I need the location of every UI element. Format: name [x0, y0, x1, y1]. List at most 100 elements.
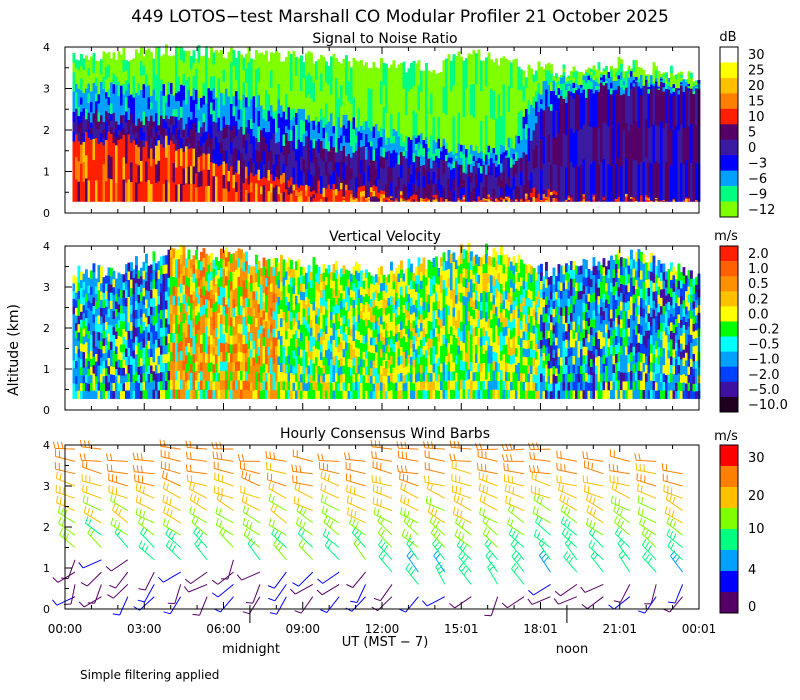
snr-cell: [250, 85, 253, 100]
vv-cell: [107, 390, 111, 399]
snr-cell: [350, 168, 353, 180]
y-tick-label: 2: [43, 124, 50, 137]
snr-cell: [405, 93, 408, 115]
snr-cell: [370, 135, 373, 142]
snr-cell: [672, 75, 676, 79]
vv-cell: [317, 291, 321, 301]
vv-cell: [102, 292, 106, 301]
vv-cell: [200, 389, 203, 399]
snr-cell: [202, 142, 206, 154]
snr-cell: [582, 193, 586, 197]
snr-cell: [172, 55, 176, 70]
vv-cell: [155, 263, 158, 273]
snr-cell: [695, 87, 698, 126]
vv-cell: [305, 304, 308, 313]
snr-cell: [145, 74, 148, 87]
vv-cell: [280, 326, 283, 337]
snr-cell: [285, 188, 288, 196]
vv-cell: [117, 280, 121, 289]
snr-cell: [287, 187, 291, 195]
vv-cell: [242, 316, 246, 326]
vv-cell: [375, 351, 378, 361]
vv-cell: [215, 336, 218, 346]
snr-cell: [345, 94, 348, 115]
vv-cell: [82, 375, 86, 384]
snr-cell: [585, 75, 588, 84]
snr-cell: [530, 188, 533, 193]
vv-cell: [330, 295, 333, 305]
snr-cell: [542, 90, 546, 101]
snr-cell: [140, 121, 143, 128]
vv-cell: [370, 275, 373, 284]
vv-cell: [352, 332, 356, 342]
snr-cell: [497, 122, 501, 151]
snr-cell: [177, 148, 181, 167]
vv-cell: [105, 360, 108, 369]
snr-cell: [192, 148, 196, 167]
snr-cell: [457, 81, 461, 113]
vv-cell: [175, 324, 178, 334]
snr-cell: [365, 159, 368, 173]
vv-cell: [122, 336, 126, 345]
vv-cell: [190, 285, 193, 295]
snr-cell: [85, 88, 88, 99]
snr-cell: [535, 70, 538, 82]
vv-cell: [225, 266, 228, 277]
snr-cell: [465, 182, 468, 193]
vv-cell: [182, 275, 186, 285]
snr-cell: [487, 114, 491, 146]
snr-cell: [152, 110, 156, 122]
vv-cell: [350, 336, 353, 345]
snr-cell: [612, 83, 616, 88]
vv-cell: [347, 342, 351, 352]
snr-cell: [370, 146, 373, 161]
snr-cell: [402, 198, 406, 200]
snr-cell: [467, 148, 471, 155]
snr-cell: [222, 104, 226, 117]
vv-cell: [385, 330, 388, 339]
snr-cell: [475, 174, 478, 188]
vv-cell: [302, 316, 306, 326]
vv-cell: [122, 344, 126, 353]
vv-cell: [187, 249, 191, 260]
snr-cell: [390, 195, 393, 199]
vv-cell: [112, 310, 116, 320]
vv-cell: [197, 277, 201, 287]
snr-cell: [545, 80, 548, 90]
snr-cell: [200, 126, 203, 137]
snr-cell: [77, 60, 81, 71]
snr-cell: [442, 112, 446, 139]
vv-cell: [372, 276, 376, 285]
vv-cell: [190, 294, 193, 304]
snr-cell: [415, 63, 418, 89]
snr-cell: [327, 190, 331, 197]
snr-cell: [330, 197, 333, 202]
snr-cell: [175, 116, 178, 129]
vv-cell: [157, 269, 161, 279]
vv-cell: [165, 309, 168, 319]
vv-cell: [360, 390, 363, 399]
snr-cell: [192, 88, 196, 101]
vv-cell: [117, 312, 121, 321]
vv-cell: [195, 296, 198, 307]
vv-cell: [315, 273, 318, 282]
snr-cell: [72, 121, 76, 132]
snr-cell: [80, 133, 83, 145]
vv-cell: [312, 380, 316, 390]
snr-cell: [207, 139, 211, 147]
vv-cell: [165, 389, 168, 399]
snr-cell: [387, 67, 391, 92]
vv-cell: [172, 332, 176, 343]
snr-cell: [552, 101, 556, 112]
vv-cell: [180, 264, 183, 275]
snr-cell: [230, 189, 233, 202]
snr-cell: [410, 88, 413, 115]
snr-cell: [165, 78, 168, 96]
vv-cell: [150, 373, 153, 383]
vv-cell: [107, 300, 111, 309]
snr-cell: [595, 74, 598, 78]
vv-cell: [92, 356, 96, 366]
vv-cell: [220, 295, 223, 306]
vv-cell: [277, 296, 281, 306]
